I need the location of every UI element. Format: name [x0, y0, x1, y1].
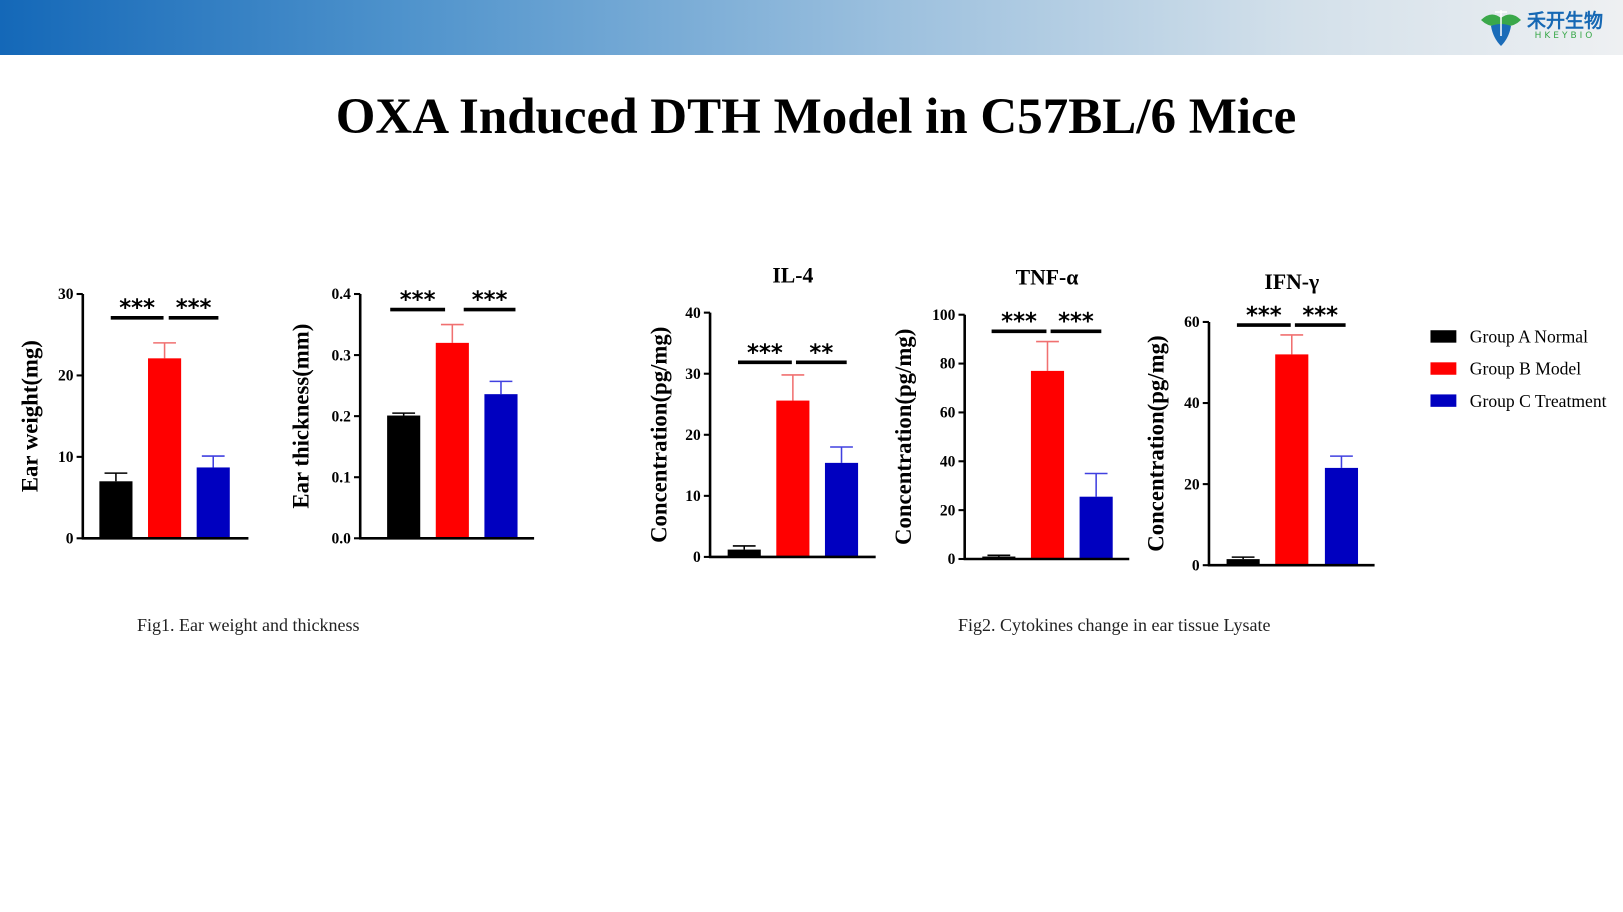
y-axis-label: Ear thickness(mm) [288, 324, 313, 509]
y-axis-label: Concentration(pg/mg) [647, 327, 672, 543]
y-tick-label: 10 [685, 488, 701, 505]
y-tick-label: 10 [58, 449, 74, 466]
y-tick-label: 60 [940, 405, 956, 422]
chart-4: 0 20 40 60 80 100 Concentration(pg/mg) TNF-α ***… [891, 266, 1130, 568]
y-tick-label: 40 [685, 305, 701, 322]
y-tick-label: 100 [932, 307, 956, 324]
bar [435, 342, 469, 539]
y-tick-label: 0 [66, 530, 74, 547]
bar [196, 467, 230, 539]
chart-title: TNF-α [1016, 266, 1079, 290]
y-tick-label: 40 [940, 453, 956, 470]
y-tick-label: 30 [58, 286, 74, 303]
fig2-caption: Fig2. Cytokines change in ear tissue Lys… [958, 615, 1271, 635]
bar [148, 358, 182, 539]
legend-swatch [1430, 330, 1457, 343]
legend-label: Group A Normal [1470, 327, 1588, 347]
header-banner: 禾开生物 HKEYBIO [0, 0, 1623, 55]
significance-stars: *** [119, 296, 155, 322]
bar [484, 394, 518, 539]
y-tick-label: 40 [1184, 395, 1200, 412]
significance-stars: *** [1246, 303, 1282, 329]
y-tick-label: 0.3 [331, 347, 351, 364]
y-tick-label: 0 [1192, 557, 1200, 574]
y-tick-label: 0.4 [331, 286, 351, 303]
y-tick-label: 0.1 [331, 469, 350, 486]
y-tick-label: 60 [1184, 314, 1200, 331]
bar [99, 481, 133, 539]
bar [387, 415, 421, 539]
legend-label: Group B Model [1470, 359, 1581, 379]
y-tick-label: 0 [948, 551, 956, 568]
significance-stars: *** [400, 287, 436, 313]
bar [824, 462, 859, 557]
significance-stars: *** [1001, 309, 1037, 335]
y-tick-label: 20 [940, 502, 956, 519]
bar [727, 549, 761, 557]
significance-stars: *** [176, 296, 212, 322]
bar [1079, 496, 1113, 559]
chart-title: IFN-γ [1264, 270, 1319, 294]
y-tick-label: 80 [940, 356, 956, 373]
significance-stars: *** [747, 340, 783, 366]
chart-5: 0 20 40 60 Concentration(pg/mg) IFN-γ *** *** [1143, 270, 1375, 574]
y-axis-label: Concentration(pg/mg) [1143, 335, 1168, 551]
y-axis-label: Ear weight(mg) [17, 340, 42, 492]
bar [1030, 370, 1065, 559]
legend: Group A Normal Group B Model Group C Treat… [1430, 327, 1607, 411]
significance-stars: *** [1302, 303, 1338, 329]
significance-stars: *** [472, 287, 508, 313]
legend-swatch [1430, 362, 1457, 375]
y-tick-label: 20 [58, 368, 74, 385]
significance-stars: *** [1058, 309, 1094, 335]
bar [1226, 559, 1260, 566]
legend-swatch [1430, 394, 1457, 407]
logo-chinese-text: 禾开生物 [1526, 10, 1603, 32]
page-title: OXA Induced DTH Model in C57BL/6 Mice [335, 89, 1297, 145]
significance-stars: ** [809, 340, 833, 366]
y-axis-label: Concentration(pg/mg) [891, 329, 916, 545]
logo-english-text: HKEYBIO [1534, 31, 1596, 41]
chart-2: 0.0 0.1 0.2 0.3 0.4 Ear thickness(mm) *** *** [288, 286, 535, 547]
y-tick-label: 0 [693, 549, 701, 566]
chart-title: IL-4 [772, 264, 813, 288]
company-logo: 禾开生物 HKEYBIO [1479, 6, 1603, 46]
bar [1324, 467, 1359, 566]
y-tick-label: 0.2 [331, 408, 351, 425]
y-tick-label: 30 [685, 366, 701, 383]
bar [1275, 354, 1309, 566]
y-tick-label: 20 [685, 427, 701, 444]
y-tick-label: 0.0 [331, 530, 351, 547]
fig1-caption: Fig1. Ear weight and thickness [137, 615, 360, 635]
leaf-logo-icon [1480, 10, 1521, 46]
chart-1: 0 10 20 30 Ear weight(mg) *** *** [17, 286, 249, 547]
y-tick-label: 20 [1184, 476, 1200, 493]
legend-label: Group C Treatment [1470, 391, 1607, 411]
bar [776, 400, 810, 557]
